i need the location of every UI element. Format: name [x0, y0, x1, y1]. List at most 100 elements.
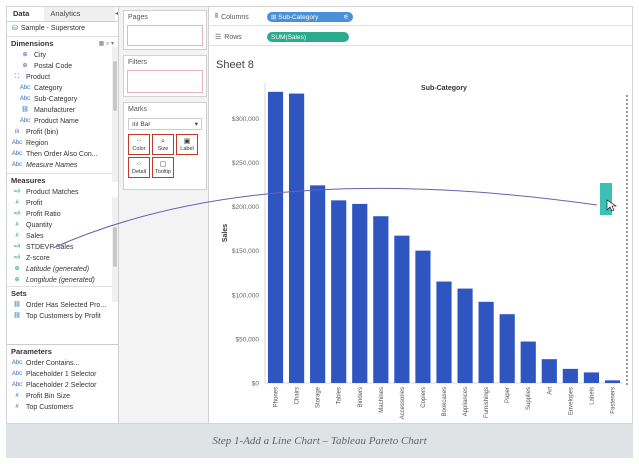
dimensions-item[interactable]: Abc Then Order Also Con...	[7, 149, 118, 160]
measures-scrollbar[interactable]	[112, 197, 118, 302]
sets-item[interactable]: ⛓ Top Customers by Profit	[7, 311, 118, 322]
sets-item-label: Order Has Selected Pro...	[26, 302, 107, 309]
pages-label: Pages	[128, 14, 148, 21]
label-mark-button[interactable]: ▣ Label	[176, 134, 198, 155]
dimension-pill-icon: ⊞	[271, 14, 277, 21]
filters-card[interactable]: Filters	[123, 55, 207, 97]
parameters-item[interactable]: Abc Order Contains...	[7, 358, 118, 369]
dimensions-item[interactable]: ⛓ Manufacturer	[7, 105, 118, 116]
chevron-down-icon: ▾	[194, 121, 198, 128]
parameters-item-label: Profit Bin Size	[26, 393, 70, 400]
dimensions-item-label: Postal Code	[34, 63, 73, 70]
parameters-item[interactable]: # Top Customers	[7, 402, 118, 413]
parameters-item[interactable]: # Profit Bin Size	[7, 391, 118, 402]
bar-bookcases	[436, 281, 452, 383]
rows-icon: ☰	[215, 34, 222, 41]
dimensions-item[interactable]: ⛶ Product	[7, 72, 118, 83]
sort-icon[interactable]: ⚟	[343, 14, 349, 21]
dimensions-item[interactable]: Abc Category	[7, 83, 118, 94]
datasource-label: Sample - Superstore	[20, 25, 86, 32]
dimensions-item-label: Category	[34, 85, 63, 92]
dimensions-title: Dimensions	[11, 39, 54, 48]
measures-item[interactable]: ⊕ Longitude (generated)	[7, 275, 118, 286]
x-tick-label: Copiers	[421, 387, 427, 408]
dimensions-item[interactable]: Abc Measure Names	[7, 160, 118, 171]
measures-item[interactable]: =# Product Matches	[7, 187, 118, 198]
pane-menu-icon[interactable]: ◂	[114, 11, 118, 17]
dimensions-scrollbar[interactable]	[112, 47, 118, 182]
dimensions-item-label: Product	[26, 74, 51, 81]
pages-drop-area[interactable]	[127, 25, 203, 46]
globe-icon: ⊕	[14, 277, 20, 283]
dimensions-item[interactable]: ⊕ City	[7, 50, 118, 61]
tab-data[interactable]: Data	[7, 7, 45, 21]
datasource-item[interactable]: ⛁ Sample - Superstore	[7, 22, 118, 37]
dimensions-scroll-thumb[interactable]	[113, 61, 117, 111]
parameters-item[interactable]: Abc Placeholder 1 Selector	[7, 369, 118, 380]
rows-shelf[interactable]: ☰ Rows SUM(Sales)	[209, 29, 632, 46]
dimensions-item-label: Product Name	[34, 118, 79, 125]
measures-item[interactable]: =# STDEVP Sales	[7, 242, 118, 253]
measures-item[interactable]: # Sales	[7, 231, 118, 242]
y-tick-label: $200,000	[232, 204, 259, 211]
chart-title: Sub-Category	[421, 85, 467, 92]
sets-header: Sets	[7, 286, 118, 300]
size-mark-button[interactable]: ⌕ Size	[152, 134, 174, 155]
detail-mark-button[interactable]: ⁘ Detail	[128, 157, 150, 178]
bar-furnishings	[478, 301, 494, 383]
columns-shelf[interactable]: ⦀ Columns ⊞ Sub-Category ⚟	[209, 9, 632, 26]
dimensions-item[interactable]: Abc Region	[7, 138, 118, 149]
calc-icon: =#	[13, 189, 21, 195]
abc-icon: Abc	[19, 118, 31, 124]
caption-bar: Step 1-Add a Line Chart – Tableau Pareto…	[6, 424, 633, 458]
abc-icon: Abc	[19, 85, 31, 91]
x-tick-label: Machines	[379, 387, 385, 413]
color-mark-button[interactable]: ⁘ Color	[128, 134, 150, 155]
measures-list: =# Product Matches # Profit =# Profit Ratio # Q…	[7, 187, 118, 286]
sum-sales-pill[interactable]: SUM(Sales)	[267, 32, 349, 42]
dimensions-tools-icon[interactable]: ▦ ⌕ ▾	[98, 40, 114, 47]
sets-item[interactable]: ⛓ Order Has Selected Pro...	[7, 300, 118, 311]
x-tick-label: Accessories	[400, 387, 406, 419]
globe-icon: ⊕	[14, 266, 20, 272]
measures-scroll-thumb[interactable]	[113, 227, 117, 267]
dimensions-item[interactable]: Abc Sub-Category	[7, 94, 118, 105]
measures-item-label: Longitude (generated)	[26, 277, 95, 284]
bar-fasteners	[604, 380, 621, 383]
dimensions-item[interactable]: Abc Product Name	[7, 116, 118, 127]
measures-item[interactable]: =# Z-score	[7, 253, 118, 264]
label-icon: ▣	[183, 137, 191, 145]
sub-category-pill[interactable]: ⊞ Sub-Category ⚟	[267, 12, 353, 22]
measures-item[interactable]: # Profit	[7, 198, 118, 209]
marks-card: Marks ılıl Bar ▾ ⁘ Color ⌕ Size ▣ Label ⁘ Detai…	[123, 102, 207, 190]
tab-analytics[interactable]: Analytics	[44, 7, 115, 21]
datasource-icon: ⛁	[12, 25, 18, 32]
parameters-item-label: Order Contains...	[26, 360, 80, 367]
bar-art	[541, 359, 557, 383]
tooltip-mark-button[interactable]: ▢ Tooltip	[152, 157, 174, 178]
y-tick-label: $250,000	[232, 160, 259, 167]
measures-item-label: Z-score	[26, 255, 50, 262]
measures-header: Measures	[7, 173, 118, 187]
measures-item[interactable]: ⊕ Latitude (generated)	[7, 264, 118, 275]
dimensions-item[interactable]: ⊕ Postal Code	[7, 61, 118, 72]
bin-icon: ılı	[14, 129, 20, 135]
bar-appliances	[457, 288, 473, 383]
bar-storage	[310, 185, 326, 383]
measures-item[interactable]: # Quantity	[7, 220, 118, 231]
marks-label: Marks	[128, 106, 148, 113]
abc-icon: Abc	[11, 151, 23, 157]
color-mark-label: Color	[132, 145, 146, 152]
pages-card[interactable]: Pages	[123, 10, 207, 50]
dimensions-item[interactable]: ılı Profit (bin)	[7, 127, 118, 138]
measures-item[interactable]: =# Profit Ratio	[7, 209, 118, 220]
parameters-item[interactable]: Abc Placeholder 2 Selector	[7, 380, 118, 391]
filters-drop-area[interactable]	[127, 70, 203, 93]
parameters-list: Abc Order Contains... Abc Placeholder 1 Sel…	[7, 358, 118, 413]
parameters-item-label: Top Customers	[26, 404, 74, 411]
calc-icon: =#	[13, 211, 21, 217]
pareto-bar-chart[interactable]: Sub-Category Sales $0 $50,000 $100,000 $150,0…	[209, 75, 633, 423]
mark-type-dropdown[interactable]: ılıl Bar ▾	[128, 118, 202, 130]
bar-labels	[583, 372, 599, 383]
sets-list: ⛓ Order Has Selected Pro... ⛓ Top Customers…	[7, 300, 118, 322]
